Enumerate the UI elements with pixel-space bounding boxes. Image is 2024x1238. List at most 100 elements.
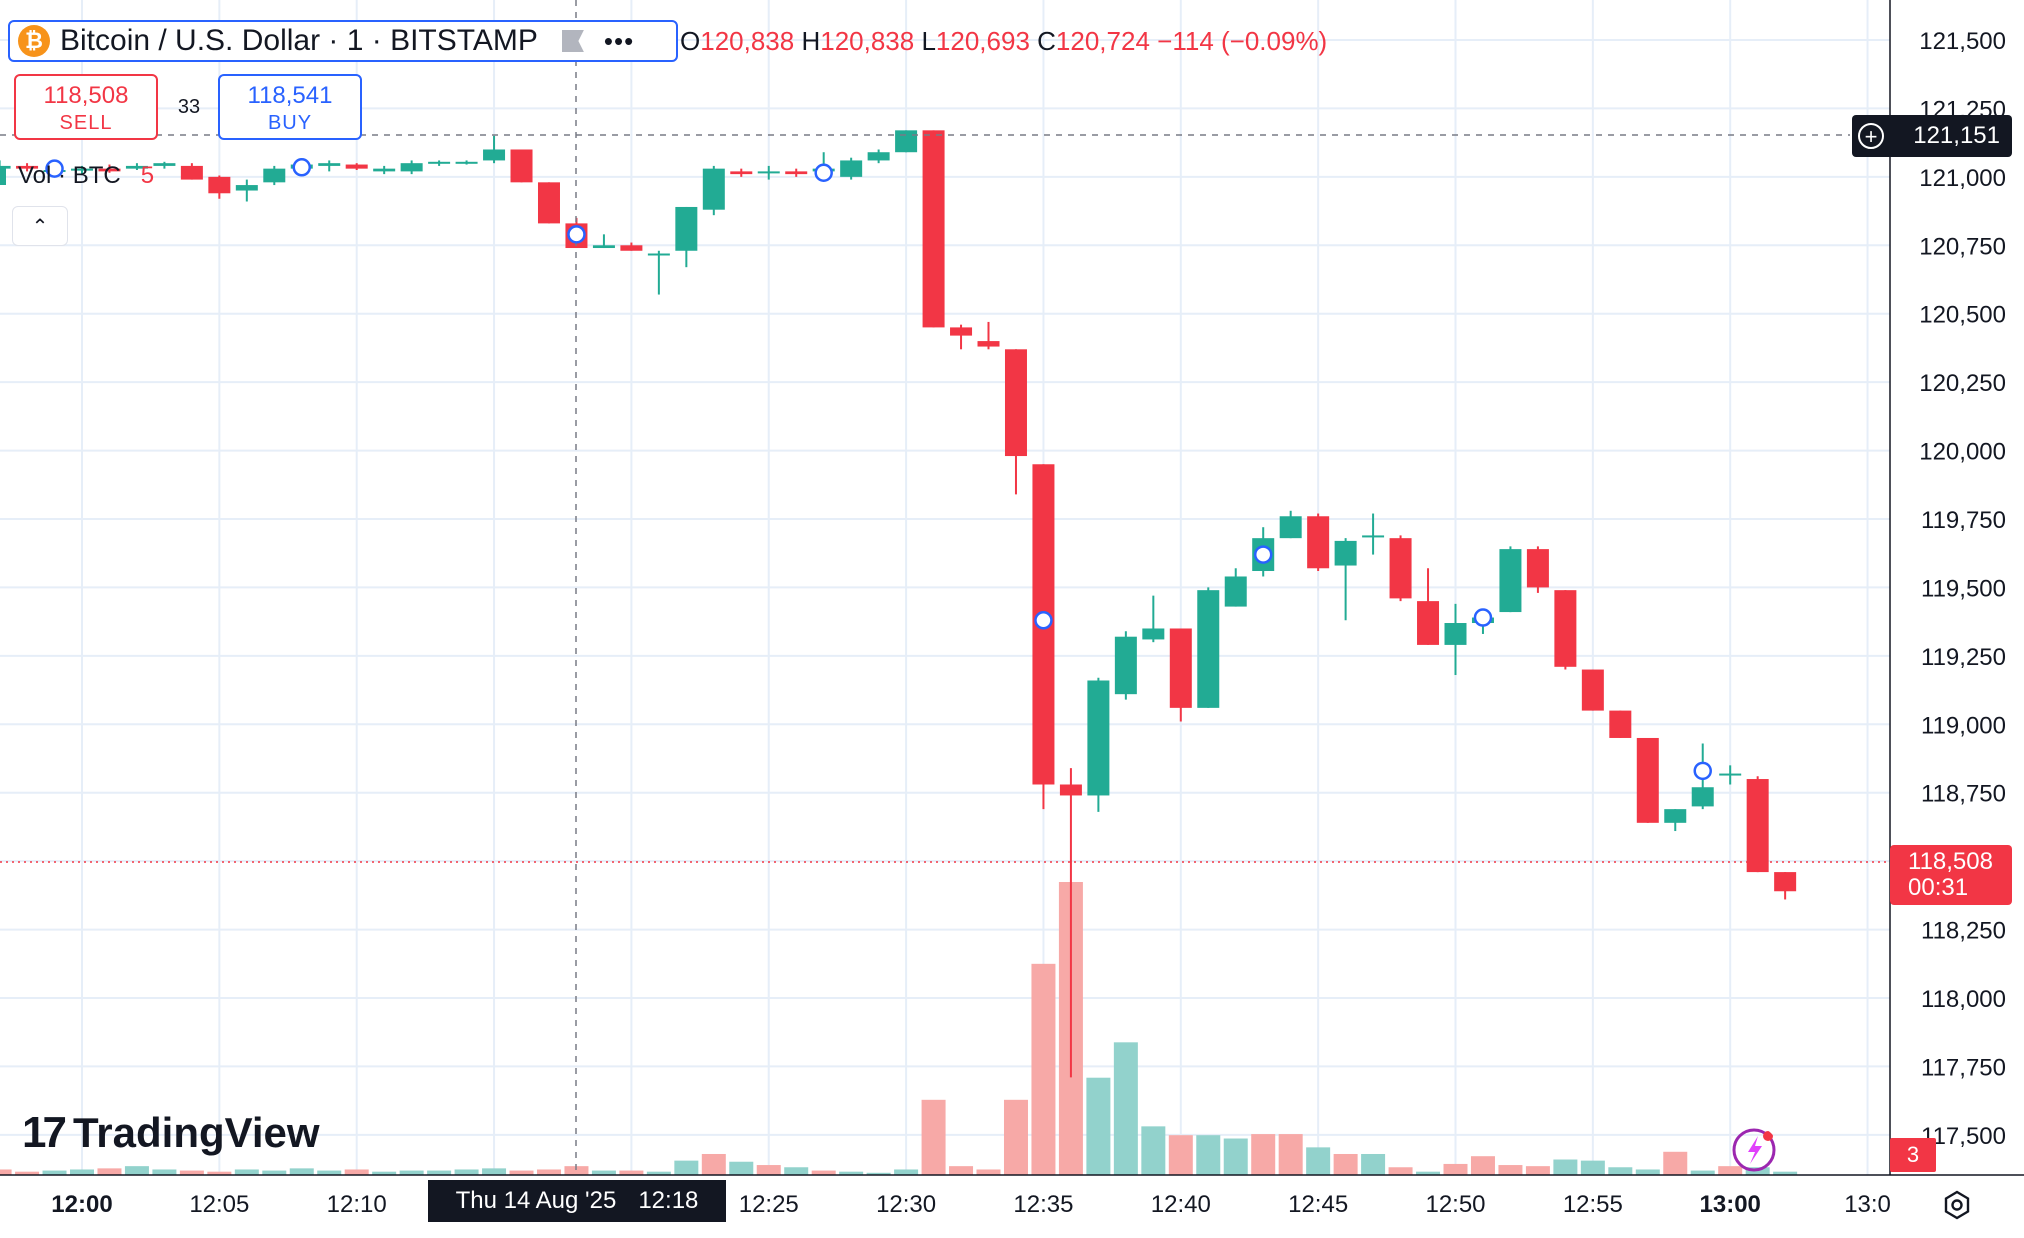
time-axis[interactable]: 12:00 12:05 12:10 12:25 12:30 12:35 12:40 12:45… xyxy=(0,1174,2024,1238)
volume-legend-swatch xyxy=(0,167,6,185)
candle-body xyxy=(1691,787,1714,807)
candle xyxy=(1719,765,1742,785)
tradingview-logo[interactable]: 17 TradingView xyxy=(22,1108,320,1158)
time-tick-label: 13:00 xyxy=(1700,1191,1761,1218)
collapse-legend-button[interactable]: ⌃ xyxy=(12,206,68,246)
volume-legend[interactable]: Vol · BTC 5 xyxy=(0,162,154,190)
candle-body xyxy=(867,152,890,161)
volume-bar xyxy=(1388,1167,1413,1175)
candle xyxy=(1499,546,1522,613)
candle-body xyxy=(1581,669,1604,711)
candle-body xyxy=(537,182,560,224)
time-tick-label: 12:55 xyxy=(1563,1191,1623,1218)
volume-bar xyxy=(1635,1169,1660,1175)
price-tick-label: 119,750 xyxy=(1921,507,2006,534)
candle-body xyxy=(345,164,368,169)
candle-body xyxy=(483,149,506,161)
volume-bar xyxy=(1003,1099,1028,1175)
candle xyxy=(537,182,560,224)
volume-bar xyxy=(1690,1170,1715,1175)
volume-bar xyxy=(564,1166,589,1175)
buy-button[interactable]: 118,541 BUY xyxy=(218,74,362,140)
time-tick-label: 12:35 xyxy=(1013,1191,1073,1218)
candle xyxy=(1746,776,1769,873)
flag-icon[interactable] xyxy=(561,30,584,52)
time-tick-label: 12:45 xyxy=(1288,1191,1348,1218)
plus-icon[interactable]: + xyxy=(1858,123,1884,149)
candle-body xyxy=(1169,628,1192,708)
volume-bar xyxy=(1086,1077,1111,1175)
price-tick-label: 118,000 xyxy=(1921,986,2006,1013)
event-marker-icon xyxy=(1253,545,1273,564)
candle-body xyxy=(1197,590,1220,708)
sell-label: SELL xyxy=(59,112,113,134)
volume-bar xyxy=(399,1170,424,1175)
symbol-title: Bitcoin / U.S. Dollar · 1 · BITSTAMP xyxy=(60,24,538,57)
settings-icon[interactable] xyxy=(1942,1190,1972,1220)
price-tick-label: 121,000 xyxy=(1919,165,2006,192)
candle xyxy=(1169,628,1192,722)
candle xyxy=(1087,677,1110,812)
volume-bar xyxy=(1113,1042,1138,1175)
candle xyxy=(1059,768,1082,1078)
candle xyxy=(510,149,533,183)
sell-button[interactable]: 118,508 SELL xyxy=(14,74,158,140)
volume-bar xyxy=(756,1165,781,1175)
candle xyxy=(455,160,478,165)
volume-bar xyxy=(179,1170,204,1175)
candle-body xyxy=(1554,590,1577,667)
volume-bar xyxy=(646,1171,671,1175)
symbol-selector[interactable]: ₿ Bitcoin / U.S. Dollar · 1 · BITSTAMP •… xyxy=(8,20,678,62)
price-tick-label: 121,500 xyxy=(1919,28,2006,55)
candle xyxy=(235,179,258,202)
volume-bar xyxy=(1031,963,1056,1175)
more-icon[interactable]: ••• xyxy=(603,25,635,56)
candle-body xyxy=(428,161,451,164)
volume-bar xyxy=(1773,1171,1798,1175)
candle xyxy=(428,160,451,166)
volume-bar xyxy=(1168,1135,1193,1175)
candle-body xyxy=(510,149,533,183)
time-tick-label: 12:30 xyxy=(876,1191,936,1218)
candle xyxy=(895,130,918,153)
volume-bar xyxy=(262,1170,287,1175)
candle-body xyxy=(647,253,670,256)
sell-price: 118,508 xyxy=(43,82,129,109)
bitcoin-icon: ₿ xyxy=(18,25,50,57)
event-marker-icon xyxy=(1693,761,1712,781)
price-tick-label: 119,000 xyxy=(1921,712,2006,739)
candle-body xyxy=(1087,680,1110,796)
volume-bar xyxy=(1663,1151,1688,1175)
candle-body xyxy=(455,161,478,164)
chart-overlays xyxy=(0,0,1890,1175)
crosshair-time: 12:18 xyxy=(638,1187,699,1214)
candle xyxy=(647,250,670,295)
candle-body xyxy=(1719,773,1742,776)
candle xyxy=(620,242,643,251)
price-axis[interactable]: 121,500121,250121,000120,750120,500120,2… xyxy=(1889,0,2024,1175)
sparkle-icon[interactable] xyxy=(1730,1126,1778,1174)
tradingview-logo-mark: 17 xyxy=(22,1108,67,1157)
spread-value: 33 xyxy=(177,96,201,118)
candle-body xyxy=(1389,538,1412,599)
low-value: 120,693 xyxy=(935,26,1030,56)
price-tick-label: 120,000 xyxy=(1919,439,2006,466)
candle xyxy=(785,168,808,177)
bar-countdown: 00:31 xyxy=(1908,874,1969,901)
low-label: L xyxy=(921,26,936,56)
volume-bar xyxy=(1278,1134,1303,1175)
volume-bar xyxy=(344,1169,369,1175)
candle-body xyxy=(1334,540,1357,566)
volume-bar xyxy=(97,1168,122,1175)
volume-bar xyxy=(1306,1147,1331,1175)
crosshair-time-label: Thu 14 Aug '25 12:18 xyxy=(428,1180,726,1222)
volume-legend-label: Vol · BTC xyxy=(18,162,121,189)
volume-bar xyxy=(1498,1165,1523,1175)
candle xyxy=(1004,349,1027,495)
candle-body xyxy=(1142,628,1165,640)
candle-body xyxy=(757,171,780,174)
candle-body xyxy=(1499,549,1522,613)
candle xyxy=(1032,464,1055,810)
candle xyxy=(1774,872,1797,900)
